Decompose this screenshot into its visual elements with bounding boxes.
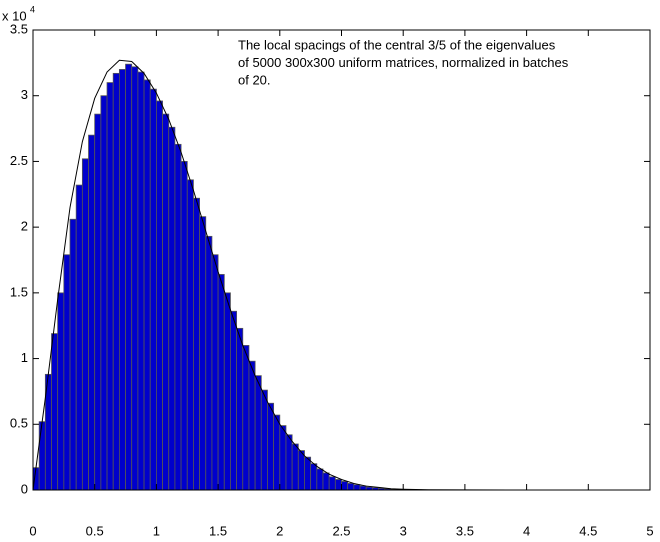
bar xyxy=(94,113,102,491)
bar xyxy=(81,158,89,491)
bar xyxy=(193,197,200,491)
bar xyxy=(112,72,120,491)
x-tick-label: 3.5 xyxy=(456,523,474,538)
y-tick-label: 1.5 xyxy=(10,284,28,299)
bar xyxy=(242,345,250,491)
bar xyxy=(316,468,324,491)
y-tick-label: 1 xyxy=(21,350,28,365)
bar xyxy=(63,254,71,491)
x-tick-label: 2.5 xyxy=(332,523,350,538)
bar xyxy=(57,292,65,491)
x-tick-label: 2 xyxy=(276,523,283,538)
bar xyxy=(322,472,330,491)
x-tick-label: 1.5 xyxy=(209,523,227,538)
bar xyxy=(155,100,163,491)
y-multiplier-exponent: 4 xyxy=(30,4,35,14)
bar xyxy=(223,292,231,491)
x-tick-label: 4 xyxy=(523,523,530,538)
bar xyxy=(353,484,361,491)
bar xyxy=(297,450,305,491)
y-tick-label: 3.5 xyxy=(10,21,28,36)
y-tick-label: 2.5 xyxy=(10,153,28,168)
bar xyxy=(69,218,77,491)
bar xyxy=(230,310,238,491)
bar xyxy=(180,161,188,491)
x-tick-label: 5 xyxy=(646,523,653,538)
bar xyxy=(334,479,342,491)
x-tick-label: 0 xyxy=(29,523,36,538)
bar xyxy=(273,414,281,491)
bar xyxy=(341,481,349,491)
bar xyxy=(51,333,59,491)
bar xyxy=(359,485,367,491)
bar xyxy=(75,184,83,491)
x-tick-label: 4.5 xyxy=(579,523,597,538)
y-multiplier: x 10 xyxy=(2,8,27,23)
bar xyxy=(254,375,262,491)
bar xyxy=(174,143,182,491)
bar xyxy=(279,425,287,491)
fit-curve xyxy=(32,59,650,491)
bar xyxy=(118,69,126,491)
y-tick-label: 3 xyxy=(21,87,28,102)
y-tick-label: 0.5 xyxy=(10,416,28,431)
bar xyxy=(100,95,108,491)
bar xyxy=(211,254,219,491)
bar xyxy=(168,126,176,491)
bar xyxy=(291,443,299,491)
annotation: of 5000 300x300 uniform matrices, normal… xyxy=(238,55,569,70)
bar xyxy=(149,88,157,491)
bar xyxy=(310,463,318,491)
bar xyxy=(236,327,244,491)
bar xyxy=(125,63,133,491)
bar xyxy=(106,82,114,491)
bar xyxy=(199,216,207,491)
x-tick-label: 3 xyxy=(400,523,407,538)
bar xyxy=(143,79,151,491)
bar xyxy=(88,134,96,491)
bar xyxy=(260,389,268,491)
bar xyxy=(162,113,170,491)
annotation: of 20. xyxy=(238,72,271,87)
x-tick-label: 1 xyxy=(153,523,160,538)
bar xyxy=(205,235,213,491)
bar xyxy=(217,274,225,491)
bar xyxy=(267,402,275,491)
bar xyxy=(304,456,312,491)
x-tick-label: 0.5 xyxy=(86,523,104,538)
annotation: The local spacings of the central 3/5 of… xyxy=(238,37,556,52)
y-tick-label: 2 xyxy=(21,219,28,234)
bar xyxy=(131,66,139,491)
bar xyxy=(38,421,46,491)
bar xyxy=(137,71,145,491)
bar xyxy=(248,360,256,491)
bar xyxy=(347,483,355,491)
bar xyxy=(328,476,336,491)
bar xyxy=(285,434,293,491)
bar xyxy=(186,179,194,491)
y-tick-label: 0 xyxy=(21,481,28,496)
